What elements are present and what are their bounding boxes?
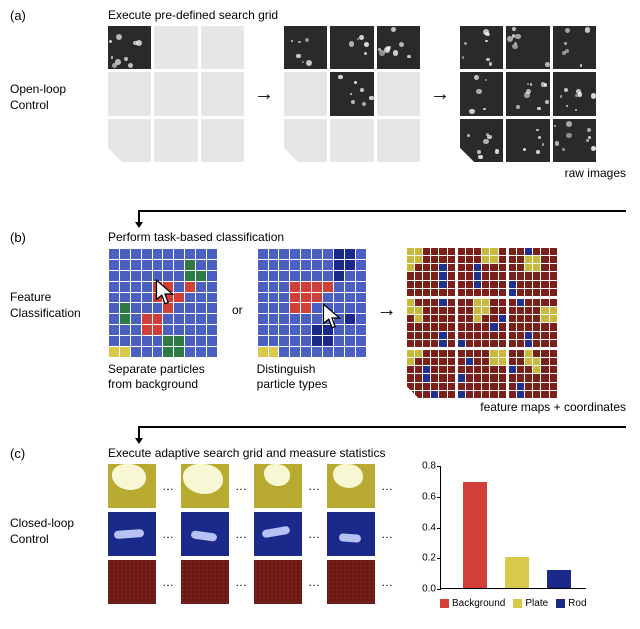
section-a-sidelabel: Open-loop Control <box>10 82 98 113</box>
grid-stage-3 <box>460 26 596 162</box>
legend-item-background: Background <box>440 598 505 609</box>
section-a-title: Execute pre-defined search grid <box>108 8 630 22</box>
thumb-plate <box>108 464 156 508</box>
chart-ytick: 0.4 <box>410 522 436 533</box>
tile-separate-img[interactable] <box>108 248 218 358</box>
tile-separate: Separate particles from background <box>108 248 218 392</box>
chart-bar-rod <box>547 570 571 588</box>
thumb-plate <box>254 464 302 508</box>
row-plate: ………… <box>108 464 396 508</box>
section-c-sidelabel: Closed-loop Control <box>10 516 98 547</box>
thumb-background <box>254 560 302 604</box>
connector-b <box>108 416 626 442</box>
chart-bar-plate <box>505 557 529 588</box>
legend-item-plate: Plate <box>513 598 548 609</box>
arrow-icon: → <box>252 84 276 104</box>
section-a-content: → → <box>108 26 630 162</box>
feature-map-grid <box>407 248 557 398</box>
section-b: (b) Perform task-based classification Fe… <box>10 230 630 414</box>
row-rod: ………… <box>108 512 396 556</box>
grid-stage-1 <box>108 26 244 162</box>
row-background: ………… <box>108 560 396 604</box>
raw-images-label: raw images <box>10 166 626 180</box>
thumb-rod <box>108 512 156 556</box>
thumb-plate <box>327 464 375 508</box>
thumb-rod <box>254 512 302 556</box>
tile-distinguish-caption: Distinguish particle types <box>257 362 367 392</box>
feature-maps-label: feature maps + coordinates <box>10 400 626 414</box>
thumb-rod <box>327 512 375 556</box>
section-b-tag: (b) <box>10 230 26 245</box>
section-c-tag: (c) <box>10 446 25 461</box>
arrow-icon: → <box>428 84 452 104</box>
section-a-tag: (a) <box>10 8 26 23</box>
section-b-title: Perform task-based classification <box>108 230 630 244</box>
or-label: or <box>226 303 249 343</box>
thumb-background <box>108 560 156 604</box>
stats-bar-chart: Background Plate Rod 0.0 0.2 0.4 0.6 0.8 <box>410 464 590 609</box>
chart-ytick: 0.8 <box>410 461 436 472</box>
chart-bar-background <box>463 482 487 588</box>
arrow-icon: → <box>375 300 399 346</box>
thumb-background <box>181 560 229 604</box>
section-a: (a) Execute pre-defined search grid Open… <box>10 8 630 198</box>
chart-ytick: 0.0 <box>410 584 436 595</box>
legend-item-rod: Rod <box>556 598 586 609</box>
chart-ytick: 0.2 <box>410 553 436 564</box>
thumb-plate <box>181 464 229 508</box>
grid-stage-2 <box>284 26 420 162</box>
tile-distinguish: Distinguish particle types <box>257 248 367 392</box>
section-c-content: ……………………………… BackgroundPlateRod 0.00.20.… <box>108 464 630 609</box>
tile-separate-caption: Separate particles from background <box>108 362 218 392</box>
thumb-columns: ……………………………… <box>108 464 396 608</box>
section-b-content: Separate particles from background or Di… <box>108 248 630 398</box>
thumb-background <box>327 560 375 604</box>
tile-distinguish-img[interactable] <box>257 248 367 358</box>
chart-legend: Background Plate Rod <box>440 598 590 609</box>
chart-ytick: 0.6 <box>410 491 436 502</box>
section-c: (c) Execute adaptive search grid and mea… <box>10 446 630 609</box>
connector-a <box>108 200 626 226</box>
thumb-rod <box>181 512 229 556</box>
section-b-sidelabel: Feature Classification <box>10 290 98 321</box>
section-c-title: Execute adaptive search grid and measure… <box>108 446 630 460</box>
